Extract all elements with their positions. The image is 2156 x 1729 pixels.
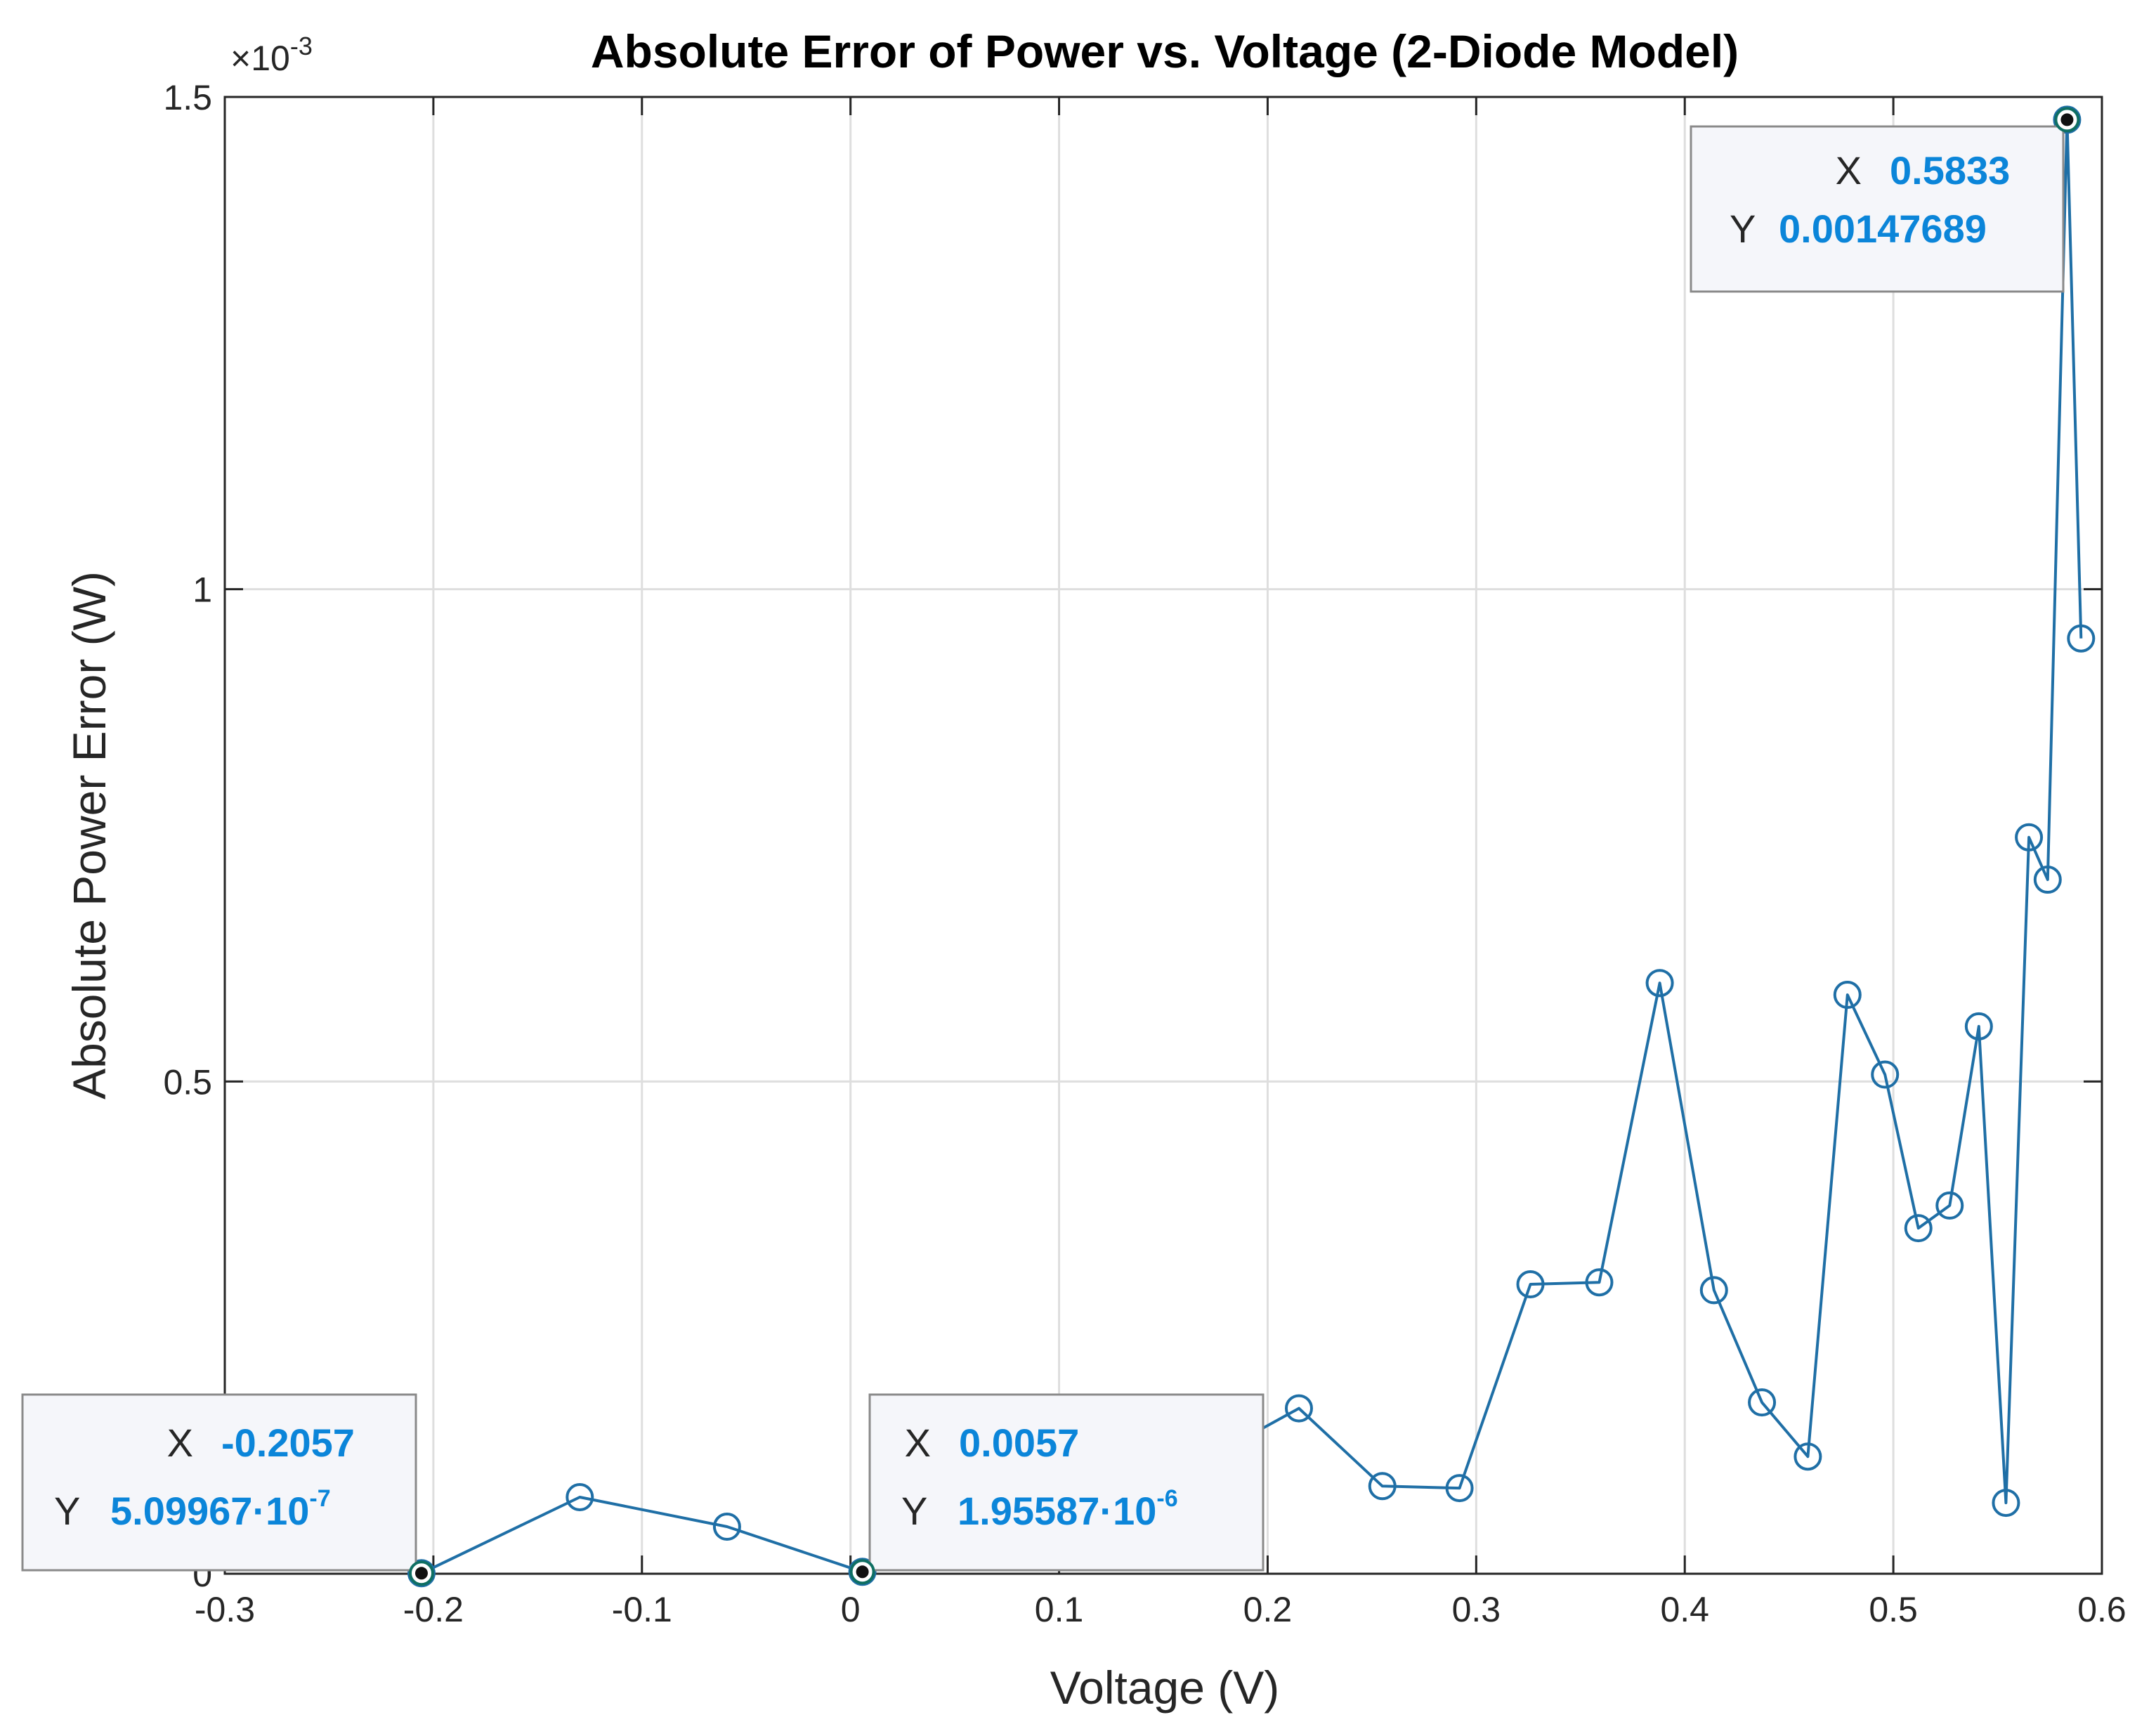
datatip-x-value: 0.0057: [959, 1421, 1079, 1465]
datatip-y-exponent: -7: [309, 1485, 330, 1512]
y-exponent-label: ×10-3: [230, 32, 313, 78]
datatip-y-key: Y: [1730, 207, 1756, 251]
datatip-x-value: -0.2057: [221, 1421, 355, 1465]
x-tick-label: -0.1: [612, 1590, 672, 1629]
data-point-marker[interactable]: [712, 1513, 741, 1541]
y-tick-label: 1.5: [163, 78, 212, 117]
data-point-marker[interactable]: [1699, 1276, 1728, 1305]
datatip-y-mantissa: 0.00147689: [1779, 207, 1987, 251]
data-point-marker[interactable]: [1516, 1270, 1545, 1299]
datatip-y-value: 1.95587·10-6: [958, 1485, 1178, 1533]
datatip-y-value: 5.09967·10-7: [110, 1485, 331, 1533]
data-point-marker[interactable]: [1833, 981, 1862, 1010]
y-tick-label: 0.5: [163, 1062, 212, 1102]
x-tick-labels: -0.3 -0.2 -0.1 0 0.1 0.2 0.3 0.4 0.5 0.6: [195, 1590, 2126, 1629]
x-tick-label: 0.6: [2077, 1590, 2126, 1629]
data-point-marker[interactable]: [1585, 1268, 1614, 1297]
x-tick-label: 0.1: [1035, 1590, 1084, 1629]
datatip-x-value: 0.5833: [1890, 148, 2010, 193]
x-tick-label: 0.2: [1243, 1590, 1293, 1629]
x-tick-label: -0.2: [403, 1590, 464, 1629]
datatip-box: [21, 1393, 417, 1572]
datatip-x-key: X: [905, 1421, 931, 1465]
datatip-anchor-dot: [414, 1567, 428, 1580]
datatip-y-mantissa: 5.09967·10: [110, 1489, 309, 1533]
datatip-anchor-dot: [2060, 113, 2074, 126]
data-point-marker[interactable]: [566, 1482, 594, 1511]
plot-area: [225, 97, 2102, 1574]
data-point-marker[interactable]: [2067, 624, 2096, 653]
datatip-y-key: Y: [54, 1489, 80, 1533]
x-tick-label: 0: [841, 1590, 861, 1629]
data-point-marker[interactable]: [1871, 1060, 1900, 1089]
data-point-marker[interactable]: [1992, 1489, 2020, 1518]
y-tick-label: 1: [192, 570, 212, 610]
data-point-marker[interactable]: [1935, 1191, 1964, 1220]
grid: [225, 97, 2102, 1574]
y-exponent-power: -3: [290, 32, 313, 60]
x-tick-label: 0.3: [1452, 1590, 1501, 1629]
datatip-box: [868, 1393, 1265, 1572]
datatip-x-key: X: [167, 1421, 193, 1465]
data-point-marker[interactable]: [1794, 1442, 1822, 1471]
data-point-marker[interactable]: [1748, 1388, 1777, 1417]
y-exponent-base: ×10: [230, 39, 290, 78]
data-point-marker[interactable]: [1368, 1472, 1397, 1501]
x-tick-label: -0.3: [195, 1590, 255, 1629]
datatip-y-exponent: -6: [1156, 1485, 1177, 1512]
data-point-marker[interactable]: [1645, 969, 1674, 998]
data-point-marker[interactable]: [1284, 1394, 1313, 1423]
x-tick-label: 0.5: [1869, 1590, 1918, 1629]
chart-title: Absolute Error of Power vs. Voltage (2-D…: [591, 25, 1739, 77]
y-axis-label: Absolute Power Error (W): [63, 571, 115, 1100]
x-tick-label: 0.4: [1660, 1590, 1709, 1629]
datatip-y-value: 0.00147689: [1779, 207, 1987, 251]
datatip-anchor-dot: [856, 1565, 869, 1579]
datatip-y-key: Y: [901, 1489, 927, 1533]
datatip-x-key: X: [1836, 148, 1862, 193]
datatip[interactable]: X 0.0057 Y 1.95587·10-6: [849, 1393, 1265, 1585]
datatip-box: [1690, 125, 2065, 293]
data-point-marker[interactable]: [2033, 866, 2062, 894]
datatip[interactable]: X 0.5833 Y 0.00147689: [1690, 107, 2080, 293]
axes-box: [223, 96, 2103, 1575]
datatip[interactable]: X -0.2057 Y 5.09967·10-7: [21, 1393, 434, 1586]
datatip-y-mantissa: 1.95587·10: [958, 1489, 1156, 1533]
data-point-marker[interactable]: [2015, 823, 2044, 852]
x-axis-label: Voltage (V): [1050, 1662, 1280, 1714]
data-point-marker[interactable]: [1904, 1214, 1933, 1243]
data-point-marker[interactable]: [1445, 1474, 1474, 1503]
data-point-marker[interactable]: [1964, 1012, 1993, 1040]
